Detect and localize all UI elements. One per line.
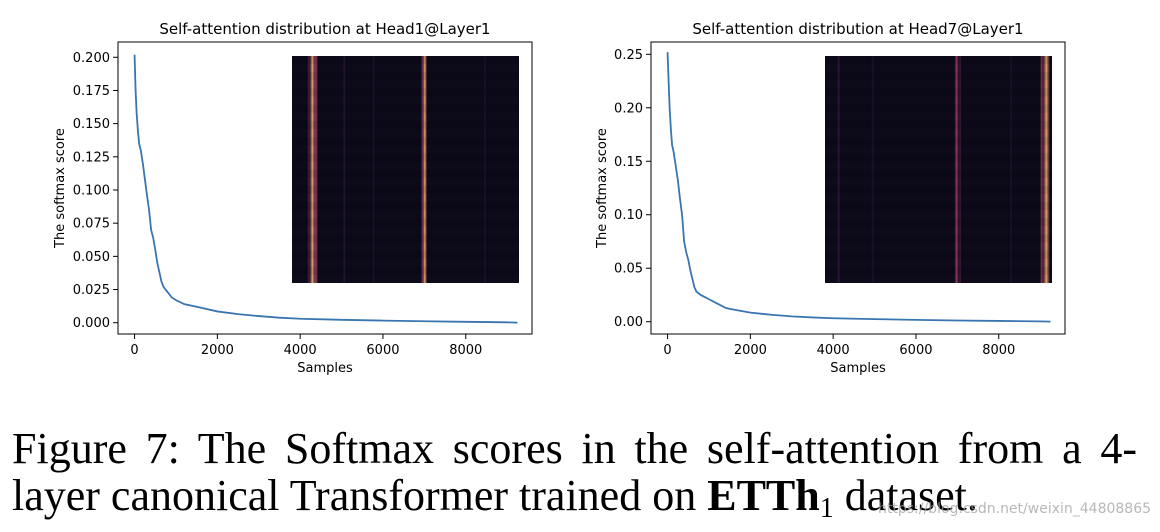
x-tick-label: 4000 xyxy=(817,343,850,358)
heatmap-band xyxy=(483,56,487,283)
caption-text: Figure 7: The Softmax scores in the self… xyxy=(12,424,1137,520)
heatmap-row-shade xyxy=(292,169,519,178)
y-tick-label: 0.025 xyxy=(73,283,110,298)
chart-head7-layer1: Self-attention distribution at Head7@Lay… xyxy=(595,20,1066,376)
heatmap-row-shade xyxy=(292,104,519,113)
heatmap-row-shade xyxy=(825,120,1052,129)
chart-title: Self-attention distribution at Head7@Lay… xyxy=(692,20,1023,38)
plot-frame xyxy=(650,41,1066,335)
x-tick-label: 8000 xyxy=(982,343,1015,358)
heatmap-row-shade xyxy=(825,88,1052,97)
softmax-score-line xyxy=(133,54,518,324)
heatmap-background xyxy=(292,56,519,283)
chart-title: Self-attention distribution at Head1@Lay… xyxy=(159,20,490,38)
heatmap-band xyxy=(372,56,376,283)
y-tick-label: 0.175 xyxy=(73,84,110,99)
x-tick-label: 0 xyxy=(663,343,671,358)
x-tick-label: 6000 xyxy=(899,343,932,358)
y-tick-label: 0.25 xyxy=(614,48,643,63)
y-axis-label: The softmax score xyxy=(53,128,68,249)
heatmap-row-shade xyxy=(825,250,1052,259)
y-tick-label: 0.125 xyxy=(73,150,110,165)
heatmap-band xyxy=(1039,56,1044,283)
x-tick-label: 6000 xyxy=(366,343,399,358)
heatmap-band xyxy=(422,56,428,283)
heatmap-band xyxy=(958,56,962,283)
x-axis-label: Samples xyxy=(297,361,353,376)
x-axis-ticks: 0 2000 4000 6000 8000 xyxy=(663,334,1015,358)
heatmap-row-shade xyxy=(292,201,519,211)
chart-head1-layer1: Self-attention distribution at Head1@Lay… xyxy=(53,20,533,376)
heatmap-row-shade xyxy=(825,201,1052,211)
y-tick-label: 0.20 xyxy=(614,101,643,116)
x-tick-label: 2000 xyxy=(734,343,767,358)
caption-dataset-subscript: 1 xyxy=(819,493,834,524)
heatmap-row-shade xyxy=(292,234,519,243)
heatmap-band xyxy=(307,56,311,283)
y-tick-label: 0.075 xyxy=(73,217,110,232)
heatmap-row-shade xyxy=(292,137,519,146)
heatmap-row-shade xyxy=(292,153,519,162)
heatmap-row-shade xyxy=(292,266,519,275)
heatmap-row-shade xyxy=(825,266,1052,275)
heatmap-row-shade xyxy=(825,185,1052,194)
watermark: https://blog.csdn.net/weixin_44808865 xyxy=(878,501,1152,517)
heatmap-band xyxy=(836,56,841,283)
y-axis-label: The softmax score xyxy=(595,128,610,249)
heatmap-row-shade xyxy=(825,169,1052,178)
heatmap-row-shade xyxy=(292,72,519,81)
heatmap-row-shade xyxy=(825,137,1052,146)
y-tick-label: 0.00 xyxy=(614,315,643,330)
x-axis-ticks: 0 2000 4000 6000 8000 xyxy=(130,334,482,358)
figure-caption: Figure 7: The Softmax scores in the self… xyxy=(12,425,1137,532)
heatmap-background xyxy=(825,56,1052,283)
y-tick-label: 0.100 xyxy=(73,183,110,198)
heatmap-row-shade xyxy=(292,120,519,129)
caption-text-end: dataset. xyxy=(833,471,978,520)
softmax-score-line xyxy=(666,52,1051,323)
heatmap-row-shade xyxy=(825,56,1052,65)
y-tick-label: 0.000 xyxy=(73,316,110,331)
heatmap-band xyxy=(309,56,316,283)
heatmap-row-shade xyxy=(292,56,519,65)
y-tick-label: 0.200 xyxy=(73,51,110,66)
heatmap-band xyxy=(313,56,319,283)
heatmap-row-shade xyxy=(825,104,1052,113)
heatmap-band xyxy=(1042,56,1050,283)
x-tick-label: 0 xyxy=(130,343,138,358)
heatmap-row-shade xyxy=(292,218,519,227)
y-tick-label: 0.150 xyxy=(73,117,110,132)
attention-heatmap-inset xyxy=(292,56,519,283)
x-tick-label: 4000 xyxy=(284,343,317,358)
heatmap-row-shade xyxy=(825,153,1052,162)
y-tick-label: 0.05 xyxy=(614,262,643,277)
caption-dataset-name: ETTh xyxy=(707,471,820,520)
plot-frame xyxy=(117,41,533,335)
heatmap-band xyxy=(342,56,346,283)
heatmap-band xyxy=(420,56,425,283)
heatmap-band xyxy=(1009,56,1013,283)
x-axis-label: Samples xyxy=(830,361,886,376)
y-tick-label: 0.10 xyxy=(614,208,643,223)
heatmap-band xyxy=(954,56,959,283)
y-tick-label: 0.15 xyxy=(614,155,643,170)
attention-heatmap-inset xyxy=(825,56,1052,283)
heatmap-row-shade xyxy=(825,72,1052,81)
y-tick-label: 0.050 xyxy=(73,250,110,265)
heatmap-row-shade xyxy=(825,218,1052,227)
heatmap-row-shade xyxy=(292,185,519,194)
y-axis-ticks: 0.000 0.025 0.050 0.075 0.100 0.125 0.150 0.175… xyxy=(73,51,118,331)
x-tick-label: 8000 xyxy=(449,343,482,358)
x-tick-label: 2000 xyxy=(201,343,234,358)
heatmap-band xyxy=(871,56,875,283)
figure: Self-attention distribution at Head1@Lay… xyxy=(53,20,1066,376)
y-axis-ticks: 0.00 0.05 0.10 0.15 0.20 0.25 xyxy=(614,48,651,330)
heatmap-row-shade xyxy=(292,88,519,97)
heatmap-row-shade xyxy=(825,234,1052,243)
heatmap-row-shade xyxy=(292,250,519,259)
